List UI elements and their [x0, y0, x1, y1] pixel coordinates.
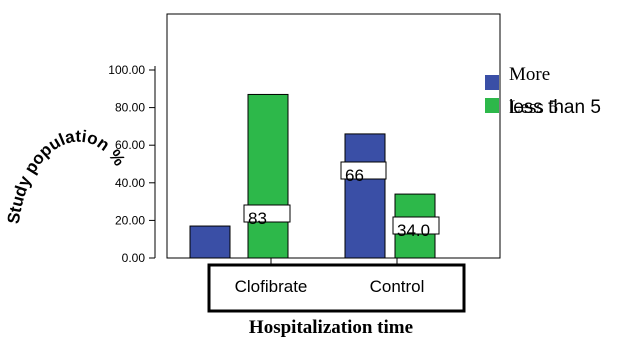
y-axis-title: Study population %: [4, 127, 129, 225]
y-tick-label: 80.00: [115, 101, 145, 115]
data-label: 34.0: [397, 221, 430, 240]
bar: [344, 133, 386, 259]
data-label-box: [340, 161, 387, 180]
plot-frame: [166, 13, 501, 259]
data-label-box: [392, 216, 440, 235]
y-tick-label: 100.00: [108, 63, 145, 77]
data-labels: 83 66 34.0: [243, 161, 440, 240]
legend-label-less-than-5: less than 5: [509, 97, 601, 118]
data-label: 83: [248, 209, 267, 228]
data-label: 66: [345, 166, 364, 185]
y-axis-ticks: 0.00 20.00 40.00 60.00 80.00 100.00: [108, 63, 155, 265]
legend: More Less 5 less than 5: [485, 64, 601, 118]
x-axis-title: Hospitalization time: [249, 317, 413, 338]
legend-swatch-less-than-5: [485, 98, 499, 113]
legend-label-more: More: [509, 64, 550, 85]
category-label: Control: [370, 277, 425, 296]
bar: [247, 93, 289, 259]
category-label-box: [207, 263, 466, 313]
y-tick-label: 0.00: [122, 251, 146, 265]
category-labels: Clofibrate Control: [235, 277, 425, 296]
y-axis-title-path: Study population %: [4, 127, 129, 225]
y-tick-label: 40.00: [115, 176, 145, 190]
legend-swatch-more: [485, 75, 499, 90]
data-label-box: [243, 204, 291, 223]
legend-label-overlap: Less 5: [509, 97, 558, 118]
y-tick-label: 20.00: [115, 213, 145, 227]
y-tick-label: 60.00: [115, 138, 145, 152]
bar: [189, 225, 231, 259]
category-label: Clofibrate: [235, 277, 308, 296]
